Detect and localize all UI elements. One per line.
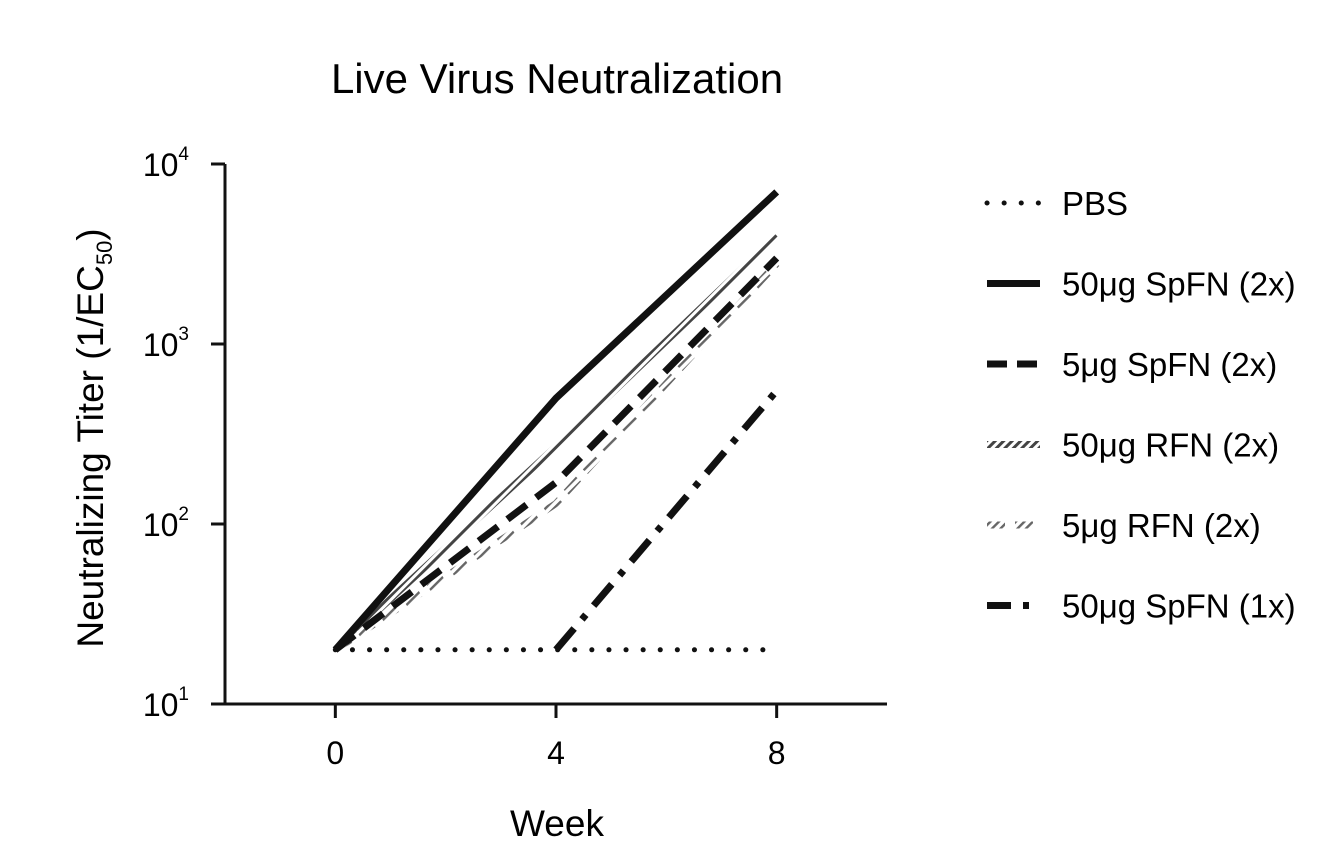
x-tick-label: 0: [326, 735, 344, 771]
series-line-50-g-spfn-1x: [553, 388, 780, 653]
series-line-50-g-rfn-2x: [332, 233, 780, 653]
y-tick-label: 103: [143, 324, 189, 363]
legend-item: 50μg SpFN (1x): [987, 588, 1296, 625]
legend-label: 5μg SpFN (2x): [1062, 346, 1277, 383]
chart-title: Live Virus Neutralization: [331, 55, 783, 102]
x-tick-label: 4: [547, 735, 565, 771]
y-tick-label-exponent: 4: [178, 144, 189, 165]
series-line-50-g-spfn-2x: [332, 189, 780, 653]
legend-label: 50μg SpFN (2x): [1062, 266, 1296, 303]
legend-item: 50μg RFN (2x): [987, 427, 1279, 464]
legend-label: 50μg RFN (2x): [1062, 427, 1279, 464]
y-tick-label-base: 10: [143, 507, 179, 543]
y-axis-label-subscript: 50: [92, 241, 117, 265]
series-line-5-g-spfn-2x: [333, 255, 780, 653]
y-tick-label: 101: [143, 684, 189, 723]
legend: PBS 50μg SpFN (2x) 5μg SpFN (2x) 50μg RFN (…: [984, 185, 1296, 625]
y-axis-label-main: Neutralizing Titer (1/EC: [70, 265, 111, 647]
y-tick-label-exponent: 2: [178, 504, 189, 525]
y-tick-label: 104: [143, 144, 190, 183]
legend-item: PBS: [984, 185, 1128, 222]
legend-label: 50μg SpFN (1x): [1062, 588, 1296, 625]
series-layer: [332, 189, 780, 653]
y-tick-label-base: 10: [143, 687, 179, 723]
x-tick-label: 8: [768, 735, 786, 771]
y-tick-label-exponent: 1: [178, 684, 189, 705]
legend-item: 5μg RFN (2x): [987, 507, 1261, 544]
y-tick-label-base: 10: [143, 327, 179, 363]
legend-item: 50μg SpFN (2x): [987, 266, 1296, 303]
x-axis-label: Week: [510, 803, 604, 844]
legend-item: 5μg SpFN (2x): [987, 346, 1277, 383]
y-tick-label: 102: [143, 504, 189, 543]
y-tick-label-exponent: 3: [178, 324, 189, 345]
series-line-5-g-rfn-2x: [333, 261, 780, 653]
y-axis-label-close: ): [70, 228, 111, 240]
y-tick-label-base: 10: [143, 147, 179, 183]
legend-label: 5μg RFN (2x): [1062, 507, 1261, 544]
legend-label: PBS: [1062, 185, 1128, 222]
y-axis-label: Neutralizing Titer (1/EC50): [70, 228, 117, 647]
